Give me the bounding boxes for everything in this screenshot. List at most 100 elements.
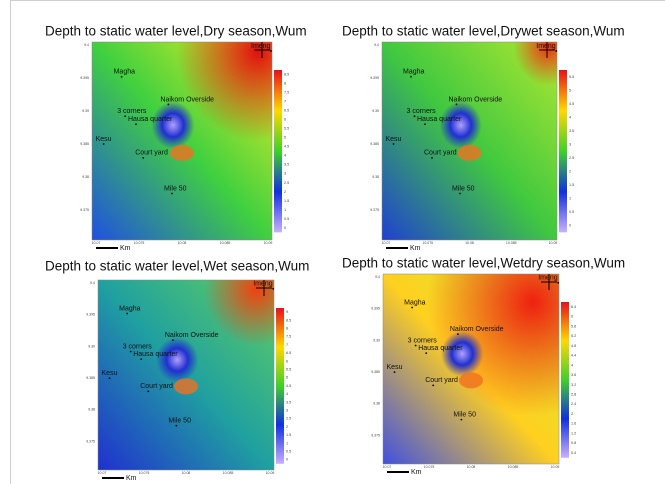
place-label: Kesu xyxy=(96,136,112,143)
place-label: Naikom Overside xyxy=(165,332,219,339)
colorbar-label: 5.2 xyxy=(571,334,576,338)
colorbar-label: 6.4 xyxy=(571,305,576,309)
place-dot xyxy=(414,344,417,347)
colorbar-label: 0.5 xyxy=(569,210,574,214)
x-tick-label: 10.08 xyxy=(178,241,187,245)
map-panel: Depth to static water level,Wetdry seaso… xyxy=(342,256,625,476)
colorbar-label: 4.8 xyxy=(571,344,576,348)
scale-bar xyxy=(387,471,409,473)
place-dot xyxy=(272,287,275,290)
y-tick-label: 9.395 xyxy=(80,76,89,80)
colorbar-label: 1 xyxy=(569,197,571,201)
place-label: Magha xyxy=(404,299,426,306)
colorbar-label: 5 xyxy=(569,88,571,92)
place-dot xyxy=(108,377,111,379)
colorbar-label: 3.6 xyxy=(571,373,576,377)
colorbar-label: 6 xyxy=(286,359,288,363)
colorbar xyxy=(561,302,569,458)
y-tick-label: 9.39 xyxy=(372,109,379,113)
colorbar-label: 0 xyxy=(284,226,286,230)
scale-bar xyxy=(102,477,124,479)
colorbar-label: 0.8 xyxy=(571,441,576,445)
place-dot xyxy=(393,371,396,373)
place-dot xyxy=(392,143,395,145)
place-dot xyxy=(126,312,129,315)
colorbar-label: 2.4 xyxy=(571,402,576,406)
colorbar-label: 6.5 xyxy=(284,109,289,113)
place-dot xyxy=(432,384,435,387)
y-tick-label: 9.385 xyxy=(370,142,379,146)
place-dot xyxy=(460,418,463,421)
x-tick-label: 10.09 xyxy=(549,241,558,245)
colorbar-label: 3.5 xyxy=(284,163,289,167)
place-dot xyxy=(424,123,426,126)
place-dot xyxy=(171,192,173,195)
colorbar-label: 8 xyxy=(286,327,288,331)
y-tick-label: 9.38 xyxy=(88,408,95,412)
place-label: Kesu xyxy=(102,370,118,377)
map-low xyxy=(382,42,557,240)
place-dot xyxy=(135,123,137,126)
map-warm-spot xyxy=(457,144,482,161)
colorbar-label: 2.5 xyxy=(284,181,289,185)
map-warm-spot xyxy=(174,378,198,395)
place-label: Magha xyxy=(114,69,136,76)
colorbar-label: 8.5 xyxy=(286,318,291,322)
map-border xyxy=(91,41,273,241)
y-tick-label: 9.4 xyxy=(375,275,380,279)
place-label: 3 corners xyxy=(408,337,438,344)
place-dot xyxy=(555,50,558,52)
colorbar-label: 0 xyxy=(569,224,571,228)
colorbar-label: 1 xyxy=(284,208,286,212)
x-tick-label: 10.075 xyxy=(139,471,150,475)
place-dot xyxy=(167,103,170,106)
x-tick-label: 10.09 xyxy=(266,471,275,475)
x-tick-label: 10.075 xyxy=(422,241,433,245)
colorbar-label: 0.5 xyxy=(284,217,289,221)
place-dot xyxy=(171,339,174,341)
north-arrow xyxy=(539,42,555,58)
place-dot xyxy=(455,103,458,106)
map-panel: Depth to static water level,Drywet seaso… xyxy=(342,24,625,252)
place-label: 3 corners xyxy=(123,343,153,350)
colorbar-label: 3 xyxy=(286,409,288,413)
place-label: Magha xyxy=(119,305,141,312)
colorbar-label: 5.5 xyxy=(569,75,574,79)
colorbar-label: 8 xyxy=(284,82,286,86)
map-panel: Depth to static water level,Wet season,W… xyxy=(45,259,309,482)
x-tick-label: 10.09 xyxy=(264,241,273,245)
y-tick-label: 9.38 xyxy=(373,402,380,406)
colorbar-label: 7 xyxy=(286,343,288,347)
place-dot xyxy=(147,390,150,393)
place-dot xyxy=(557,281,560,284)
colorbar-label: 4.5 xyxy=(284,145,289,149)
colorbar-label: 1.5 xyxy=(569,183,574,187)
place-label: Hausa quarter xyxy=(418,345,463,352)
colorbar-label: 2.8 xyxy=(571,393,576,397)
colorbar-label: 5.6 xyxy=(571,324,576,328)
place-dot xyxy=(120,75,123,78)
y-tick-label: 9.38 xyxy=(82,175,89,179)
colorbar-label: 4 xyxy=(571,363,573,367)
place-label: Court yard xyxy=(140,383,173,390)
colorbar-label: 0 xyxy=(286,458,288,462)
place-dot xyxy=(129,350,132,353)
place-dot xyxy=(175,424,178,427)
place-dot xyxy=(142,156,145,159)
map-panel: Depth to static water level,Dry season,W… xyxy=(45,24,307,252)
x-tick-label: 10.075 xyxy=(134,241,145,245)
colorbar-label: 5.5 xyxy=(286,368,291,372)
colorbar-label: 2.5 xyxy=(569,156,574,160)
colorbar-label: 7.5 xyxy=(284,91,289,95)
y-tick-label: 9.4 xyxy=(374,43,379,47)
place-label: Naikom Overside xyxy=(160,96,214,103)
x-tick-label: 10.09 xyxy=(551,465,560,469)
colorbar-label: 6.5 xyxy=(286,351,291,355)
y-tick-label: 9.375 xyxy=(371,433,380,437)
colorbar-label: 3 xyxy=(569,142,571,146)
colorbar-label: 3.5 xyxy=(569,129,574,133)
colorbar-label: 6 xyxy=(284,118,286,122)
y-tick-label: 9.375 xyxy=(80,208,89,212)
place-label: Magha xyxy=(403,69,425,76)
y-tick-label: 9.38 xyxy=(372,175,379,179)
